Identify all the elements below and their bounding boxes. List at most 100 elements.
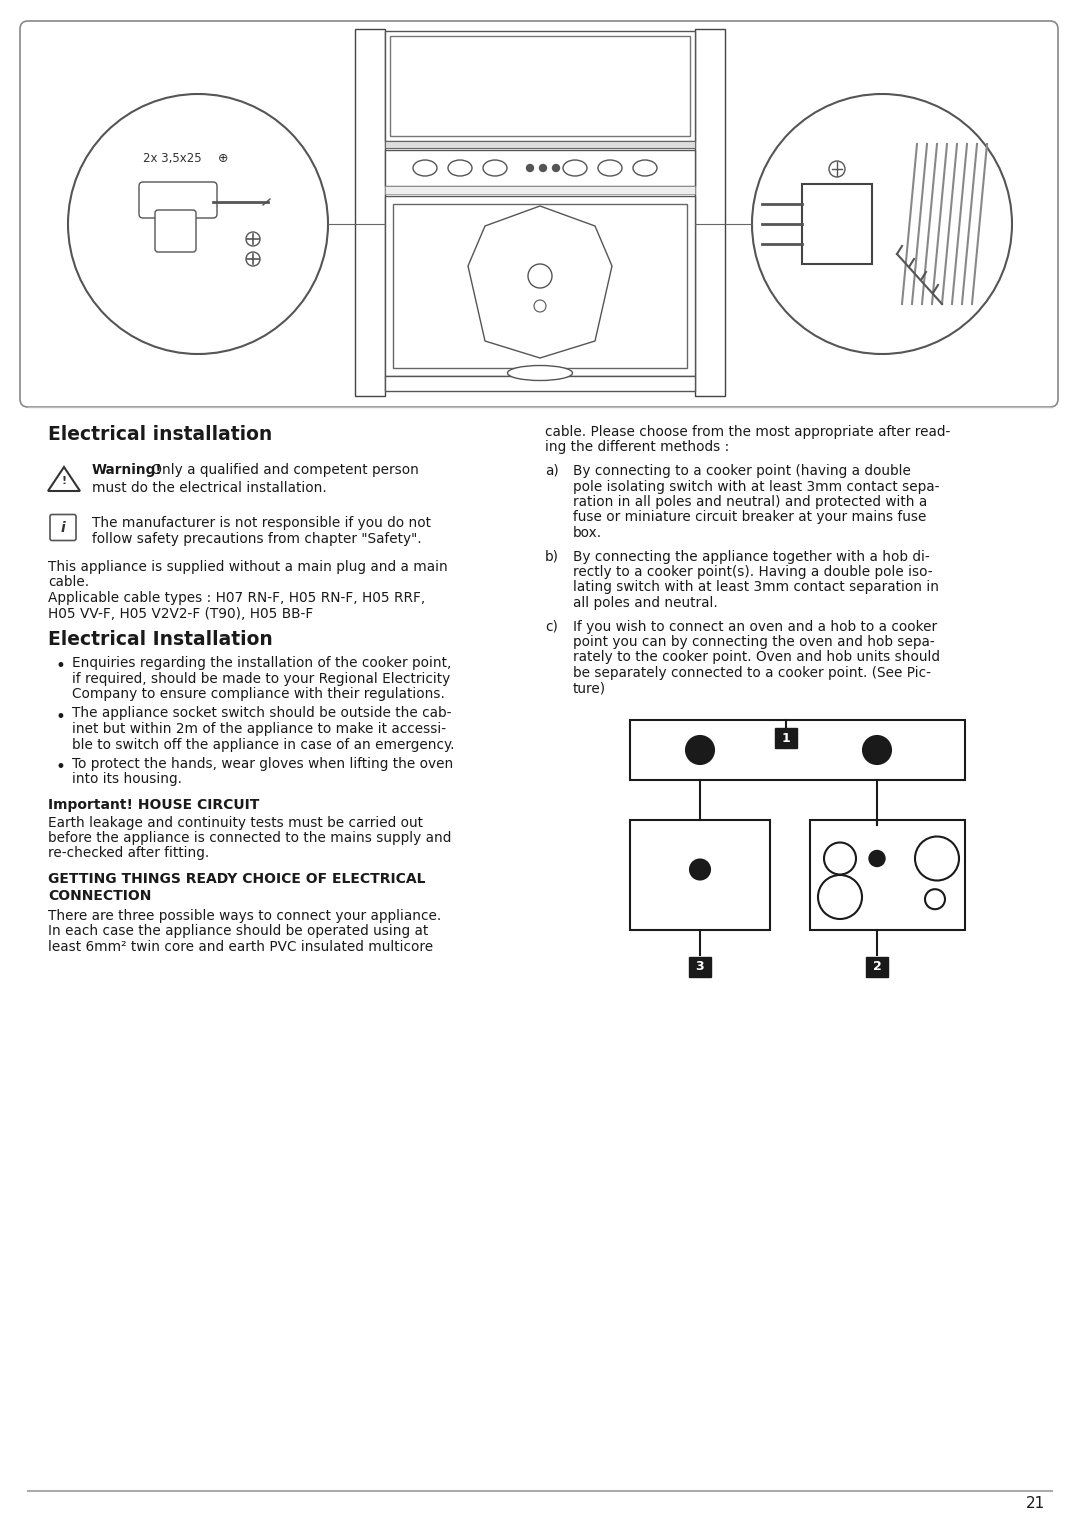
Ellipse shape <box>448 161 472 176</box>
Text: •: • <box>56 657 66 674</box>
Bar <box>384 150 696 187</box>
Ellipse shape <box>483 161 507 176</box>
Circle shape <box>534 300 546 312</box>
Text: ing the different methods :: ing the different methods : <box>545 440 729 454</box>
Bar <box>689 957 711 977</box>
Circle shape <box>924 890 945 910</box>
Text: 3: 3 <box>696 960 704 974</box>
Text: fuse or miniature circuit breaker at your mains fuse: fuse or miniature circuit breaker at you… <box>573 511 927 524</box>
Text: GETTING THINGS READY CHOICE OF ELECTRICAL: GETTING THINGS READY CHOICE OF ELECTRICA… <box>48 872 426 885</box>
Text: •: • <box>56 758 66 777</box>
Text: rately to the cooker point. Oven and hob units should: rately to the cooker point. Oven and hob… <box>573 650 940 665</box>
FancyBboxPatch shape <box>156 209 195 252</box>
Text: 2x 3,5x25: 2x 3,5x25 <box>143 151 202 165</box>
Circle shape <box>915 836 959 881</box>
Text: if required, should be made to your Regional Electricity: if required, should be made to your Regi… <box>72 671 450 685</box>
Text: before the appliance is connected to the mains supply and: before the appliance is connected to the… <box>48 830 451 846</box>
Text: Only a qualified and competent person: Only a qualified and competent person <box>147 463 419 477</box>
Circle shape <box>540 165 546 171</box>
Circle shape <box>690 859 710 879</box>
Text: Earth leakage and continuity tests must be carried out: Earth leakage and continuity tests must … <box>48 815 423 830</box>
Text: This appliance is supplied without a main plug and a main: This appliance is supplied without a mai… <box>48 560 448 573</box>
Text: Electrical Installation: Electrical Installation <box>48 630 273 648</box>
Circle shape <box>752 93 1012 355</box>
Circle shape <box>553 165 559 171</box>
FancyBboxPatch shape <box>21 21 1058 407</box>
Text: must do the electrical installation.: must do the electrical installation. <box>92 480 327 494</box>
Text: 21: 21 <box>1026 1495 1045 1511</box>
Ellipse shape <box>633 161 657 176</box>
Bar <box>802 183 872 265</box>
Text: Electrical installation: Electrical installation <box>48 425 272 443</box>
Bar <box>630 820 770 930</box>
Circle shape <box>824 842 856 875</box>
Polygon shape <box>48 466 80 491</box>
Bar <box>355 29 384 396</box>
Text: follow safety precautions from chapter "Safety".: follow safety precautions from chapter "… <box>92 532 421 546</box>
Text: pole isolating switch with at least 3mm contact sepa-: pole isolating switch with at least 3mm … <box>573 480 940 494</box>
Bar <box>630 720 966 780</box>
Circle shape <box>528 265 552 287</box>
Text: CONNECTION: CONNECTION <box>48 890 151 904</box>
Bar <box>696 29 725 396</box>
FancyBboxPatch shape <box>139 182 217 219</box>
Text: 2: 2 <box>873 960 881 974</box>
Text: ture): ture) <box>573 682 606 696</box>
FancyBboxPatch shape <box>50 514 76 540</box>
Circle shape <box>527 165 534 171</box>
Text: into its housing.: into its housing. <box>72 772 183 786</box>
Text: H05 VV-F, H05 V2V2-F (T90), H05 BB-F: H05 VV-F, H05 V2V2-F (T90), H05 BB-F <box>48 607 313 621</box>
Text: i: i <box>60 520 66 535</box>
Bar <box>775 728 797 748</box>
Text: a): a) <box>545 463 558 479</box>
Text: inet but within 2m of the appliance to make it accessi-: inet but within 2m of the appliance to m… <box>72 722 446 735</box>
Text: To protect the hands, wear gloves when lifting the oven: To protect the hands, wear gloves when l… <box>72 757 454 771</box>
Text: In each case the appliance should be operated using at: In each case the appliance should be ope… <box>48 925 429 939</box>
Text: box.: box. <box>573 526 603 540</box>
Text: b): b) <box>545 549 559 564</box>
Text: Warning!: Warning! <box>92 463 162 477</box>
Text: If you wish to connect an oven and a hob to a cooker: If you wish to connect an oven and a hob… <box>573 619 937 633</box>
Text: lating switch with at least 3mm contact separation in: lating switch with at least 3mm contact … <box>573 581 939 595</box>
Circle shape <box>869 850 885 867</box>
Text: be separately connected to a cooker point. (See Pic-: be separately connected to a cooker poin… <box>573 667 931 680</box>
Text: By connecting the appliance together with a hob di-: By connecting the appliance together wit… <box>573 549 930 564</box>
Text: 1: 1 <box>782 731 791 745</box>
Text: ⊕: ⊕ <box>218 151 229 165</box>
Text: c): c) <box>545 619 558 633</box>
Text: •: • <box>56 708 66 725</box>
Circle shape <box>829 161 845 177</box>
Bar <box>384 31 696 141</box>
Ellipse shape <box>563 161 588 176</box>
Bar <box>384 187 696 194</box>
Text: ble to switch off the appliance in case of an emergency.: ble to switch off the appliance in case … <box>72 737 455 751</box>
Bar <box>384 141 696 148</box>
Bar <box>393 203 687 368</box>
Text: all poles and neutral.: all poles and neutral. <box>573 596 718 610</box>
Text: re-checked after fitting.: re-checked after fitting. <box>48 847 210 861</box>
Circle shape <box>246 232 260 246</box>
Text: The appliance socket switch should be outside the cab-: The appliance socket switch should be ou… <box>72 706 451 720</box>
Text: !: ! <box>62 476 67 486</box>
Text: Applicable cable types : H07 RN-F, H05 RN-F, H05 RRF,: Applicable cable types : H07 RN-F, H05 R… <box>48 592 426 605</box>
Circle shape <box>68 93 328 355</box>
Text: point you can by connecting the oven and hob sepa-: point you can by connecting the oven and… <box>573 635 935 648</box>
Bar <box>810 820 966 930</box>
Text: Enquiries regarding the installation of the cooker point,: Enquiries regarding the installation of … <box>72 656 451 670</box>
Bar <box>384 376 696 391</box>
Text: ration in all poles and neutral) and protected with a: ration in all poles and neutral) and pro… <box>573 495 928 509</box>
Bar <box>384 196 696 376</box>
Polygon shape <box>468 206 612 358</box>
Bar <box>390 37 690 136</box>
Bar <box>866 957 888 977</box>
Text: rectly to a cooker point(s). Having a double pole iso-: rectly to a cooker point(s). Having a do… <box>573 566 933 579</box>
Text: By connecting to a cooker point (having a double: By connecting to a cooker point (having … <box>573 463 910 479</box>
Circle shape <box>863 735 891 764</box>
Text: Important! HOUSE CIRCUIT: Important! HOUSE CIRCUIT <box>48 798 259 812</box>
Circle shape <box>818 875 862 919</box>
Circle shape <box>686 735 714 764</box>
Text: cable.: cable. <box>48 575 90 590</box>
Text: least 6mm² twin core and earth PVC insulated multicore: least 6mm² twin core and earth PVC insul… <box>48 940 433 954</box>
Text: The manufacturer is not responsible if you do not: The manufacturer is not responsible if y… <box>92 517 431 531</box>
Text: There are three possible ways to connect your appliance.: There are three possible ways to connect… <box>48 910 442 924</box>
